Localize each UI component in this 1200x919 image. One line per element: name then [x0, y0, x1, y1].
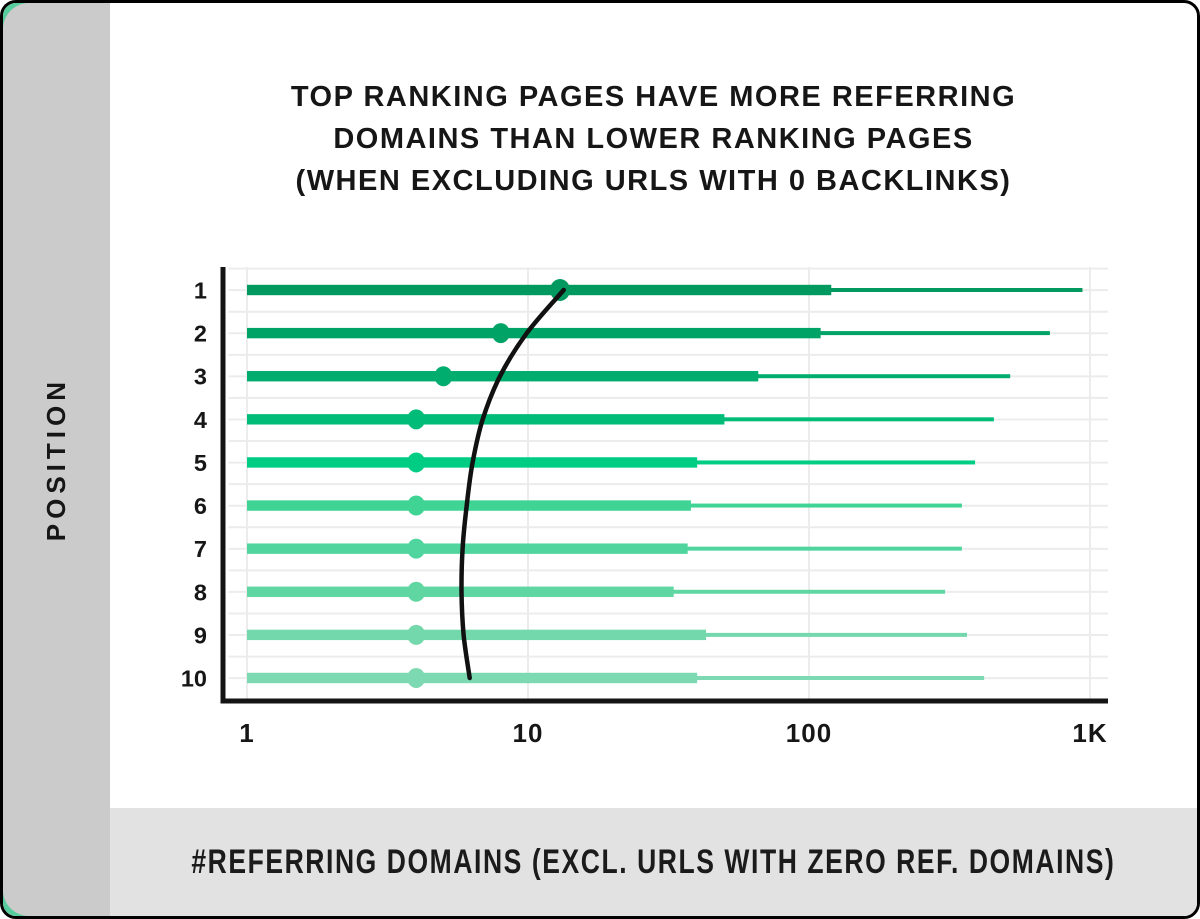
y-tick-label-4: 4	[194, 407, 207, 433]
y-tick-label-5: 5	[194, 450, 207, 476]
chart-title-line-1: TOP RANKING PAGES HAVE MORE REFERRING	[290, 81, 1017, 113]
bar-row-9	[247, 629, 707, 641]
chart-canvas: 1 2 3 4 5 6 7 8 9 10 1 10 100 1K	[181, 267, 1108, 748]
y-tick-label-7: 7	[194, 536, 207, 562]
bar-row-4	[247, 414, 725, 425]
y-tick-label-10: 10	[181, 665, 207, 691]
chart-title-line-3: (WHEN EXCLUDING URLS WITH 0 BACKLINKS)	[295, 165, 1012, 197]
x-axis-label: #REFERRING DOMAINS (EXCL. URLS WITH ZERO…	[191, 842, 1116, 881]
median-dot-row-7	[407, 538, 426, 559]
median-dot-row-8	[407, 581, 426, 602]
median-dot-row-5	[407, 452, 426, 473]
position-axis-sidebar: POSITION	[3, 3, 110, 916]
bar-row-3	[247, 371, 759, 382]
median-dot-row-1	[550, 279, 571, 301]
x-tick-label-1K: 1K	[1072, 718, 1107, 748]
y-tick-label-2: 2	[194, 321, 207, 347]
bar-row-1	[247, 284, 832, 296]
x-tick-label-10: 10	[513, 718, 544, 748]
x-axis-line	[220, 698, 1108, 704]
chart-title-line-2: DOMAINS THAN LOWER RANKING PAGES	[333, 123, 974, 155]
chart-title: TOP RANKING PAGES HAVE MORE REFERRING DOM…	[110, 76, 1197, 202]
bar-row-7	[247, 543, 688, 554]
x-tick-label-100: 100	[786, 718, 832, 748]
median-dot-row-9	[407, 624, 426, 645]
median-dot-row-4	[407, 409, 426, 430]
median-dot-row-2	[491, 323, 510, 344]
median-dot-row-10	[407, 667, 426, 688]
y-tick-label-6: 6	[194, 493, 207, 519]
x-tick-label-1: 1	[239, 718, 254, 748]
bar-row-10	[247, 672, 698, 684]
bar-row-2	[247, 327, 821, 339]
y-tick-label-1: 1	[194, 278, 207, 304]
median-dot-row-3	[434, 366, 453, 387]
x-axis-footer: #REFERRING DOMAINS (EXCL. URLS WITH ZERO…	[110, 808, 1197, 916]
median-dot-row-6	[407, 495, 426, 516]
y-tick-label-3: 3	[194, 364, 207, 390]
trend-curve	[459, 287, 566, 681]
y-tick-label-8: 8	[194, 579, 207, 605]
y-axis-line	[220, 267, 226, 704]
y-tick-label-9: 9	[194, 622, 207, 648]
